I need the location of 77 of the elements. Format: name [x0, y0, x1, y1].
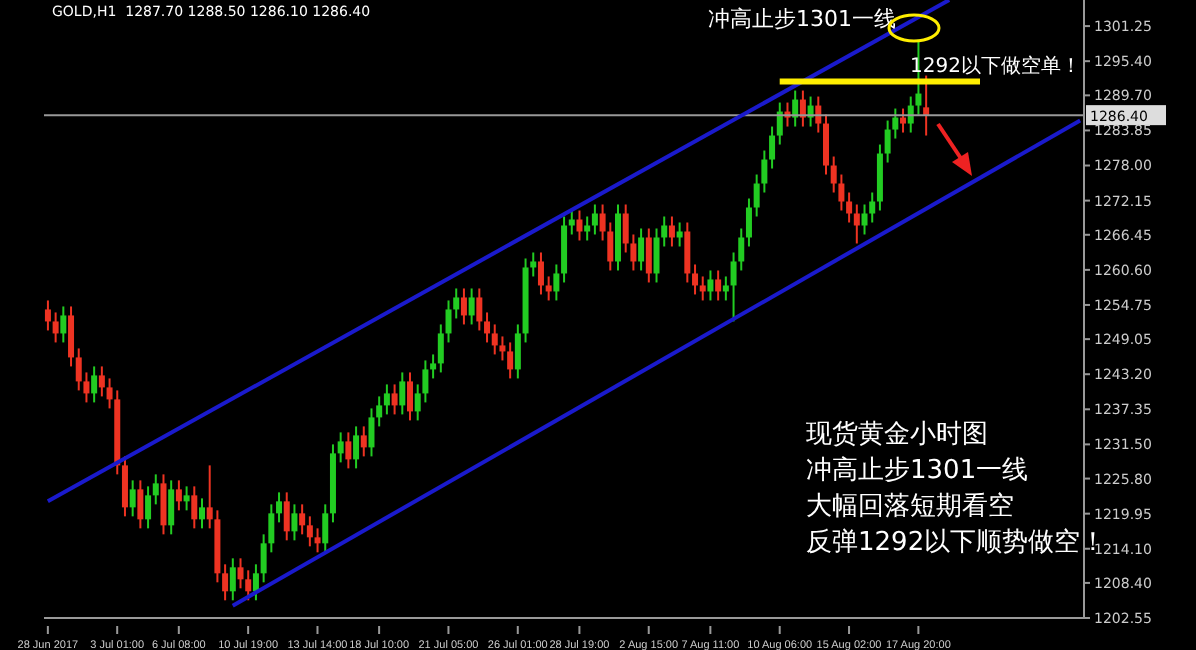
candlestick: [591, 203, 598, 236]
candlestick: [391, 383, 398, 416]
candlestick: [399, 371, 406, 416]
candlestick: [645, 227, 652, 284]
candlestick: [283, 491, 290, 542]
candlestick: [183, 485, 190, 512]
candlestick: [152, 473, 159, 506]
candlestick: [876, 143, 883, 212]
candlestick: [145, 485, 152, 530]
candlestick: [722, 275, 729, 302]
candlestick: [252, 563, 259, 602]
candlestick: [160, 473, 167, 536]
candlestick: [514, 323, 521, 380]
candlestick: [537, 251, 544, 296]
candlestick: [745, 197, 752, 248]
candlestick: [568, 209, 575, 236]
annotation: 现货黄金小时图: [806, 418, 988, 452]
candlestick: [407, 371, 413, 422]
candlestick: [383, 383, 390, 416]
candlestick: [345, 431, 352, 470]
candlestick: [668, 215, 675, 248]
annotation: 大幅回落短期看空: [806, 490, 1014, 524]
candlestick: [584, 215, 591, 242]
candlestick: [545, 275, 552, 302]
annotation: 冲高止步1301一线: [806, 454, 1029, 488]
candlestick: [491, 323, 498, 356]
candlestick: [561, 215, 568, 284]
candlestick: [44, 299, 51, 332]
candlestick: [430, 353, 437, 380]
candlestick: [576, 209, 583, 242]
candlestick: [322, 503, 329, 554]
candlestick: [306, 515, 313, 548]
candlestick: [229, 557, 236, 602]
candlestick: [168, 479, 175, 536]
candlestick: [684, 221, 691, 284]
candlestick: [52, 311, 59, 344]
candlestick: [715, 269, 722, 302]
candlestick: [314, 527, 321, 554]
candlestick: [707, 269, 714, 302]
candlestick: [553, 263, 560, 302]
candlestick: [360, 425, 367, 458]
candlestick: [460, 287, 467, 326]
candlestick: [846, 191, 853, 224]
candlestick: [468, 287, 475, 326]
candlestick: [376, 395, 383, 428]
candlestick: [823, 113, 829, 176]
candlestick: [299, 503, 306, 536]
candlestick: [191, 485, 198, 530]
candlestick: [900, 107, 907, 134]
candlestick: [137, 479, 144, 530]
candlestick: [507, 341, 514, 380]
candlestick: [91, 365, 98, 404]
candlestick: [337, 431, 344, 464]
candlestick: [699, 275, 706, 302]
candlestick: [175, 479, 182, 512]
candlestick: [615, 203, 621, 272]
candlestick: [60, 305, 67, 344]
candlestick: [676, 221, 683, 248]
candlestick: [121, 455, 128, 518]
candlestick: [276, 491, 283, 524]
candlestick: [291, 503, 298, 542]
candlestick: [776, 101, 783, 146]
candlestick: [98, 365, 105, 398]
annotation: 冲高止步1301一线: [708, 4, 896, 34]
candlestick: [476, 287, 483, 332]
candlestick: [853, 203, 860, 245]
candlestick: [222, 563, 229, 602]
candlestick: [199, 497, 205, 530]
candlestick: [368, 407, 375, 458]
candlestick: [353, 425, 360, 470]
candlestick: [437, 323, 444, 374]
candlestick: [129, 479, 136, 518]
candlestick: [68, 305, 75, 368]
candlestick: [638, 227, 645, 272]
candlestick: [769, 125, 776, 170]
candlestick: [484, 311, 491, 344]
candlestick: [692, 263, 699, 296]
